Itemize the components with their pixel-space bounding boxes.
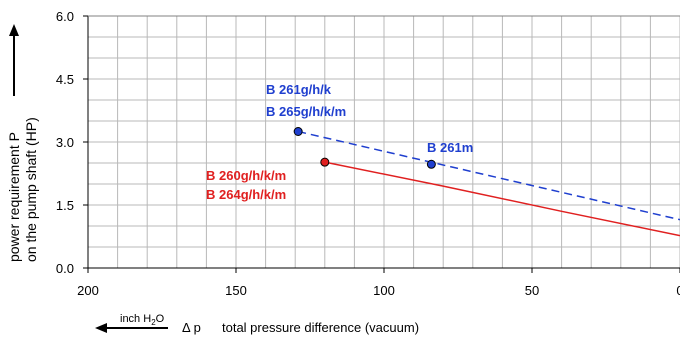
y-tick-label: 6.0	[56, 9, 74, 24]
blue-label-1: B 261g/h/k	[266, 82, 332, 97]
series-line-0	[297, 130, 680, 221]
red-label-2: B 264g/h/k/m	[206, 187, 286, 202]
x-axis-label: total pressure difference (vacuum)	[222, 320, 419, 335]
series-1-marker	[320, 157, 330, 167]
x-axis-unit: inch H2O	[120, 313, 165, 327]
x-tick-label: 50	[525, 283, 539, 298]
y-axis-arrow-icon	[9, 24, 19, 96]
y-axis-label-line2: on the pump shaft (HP)	[23, 117, 39, 262]
tick-labels: 200 150 100 50 0 0.0 1.5 3.0 4.5 6.0	[56, 9, 680, 298]
series-layer	[293, 127, 680, 237]
x-tick-label: 200	[77, 283, 99, 298]
x-axis-arrow-icon	[95, 323, 168, 333]
series-0-marker	[293, 127, 303, 136]
y-tick-label: 1.5	[56, 198, 74, 213]
blue-marker-label: B 261m	[427, 140, 473, 155]
y-axis-label: power requirement P on the pump shaft (H…	[6, 117, 39, 262]
series-line-1	[324, 161, 680, 237]
red-label-1: B 260g/h/k/m	[206, 168, 286, 183]
x-tick-label: 150	[225, 283, 247, 298]
y-tick-label: 3.0	[56, 135, 74, 150]
y-tick-label: 4.5	[56, 72, 74, 87]
grid	[87, 15, 680, 269]
y-tick-label: 0.0	[56, 261, 74, 276]
x-axis-symbol: Δ p	[182, 320, 201, 335]
y-axis-label-line1: power requirement P	[6, 132, 22, 262]
axes	[83, 15, 680, 273]
blue-label-2: B 265g/h/k/m	[266, 104, 346, 119]
series-0-marker	[426, 159, 436, 169]
x-tick-label: 100	[373, 283, 395, 298]
x-tick-label: 0	[676, 283, 680, 298]
